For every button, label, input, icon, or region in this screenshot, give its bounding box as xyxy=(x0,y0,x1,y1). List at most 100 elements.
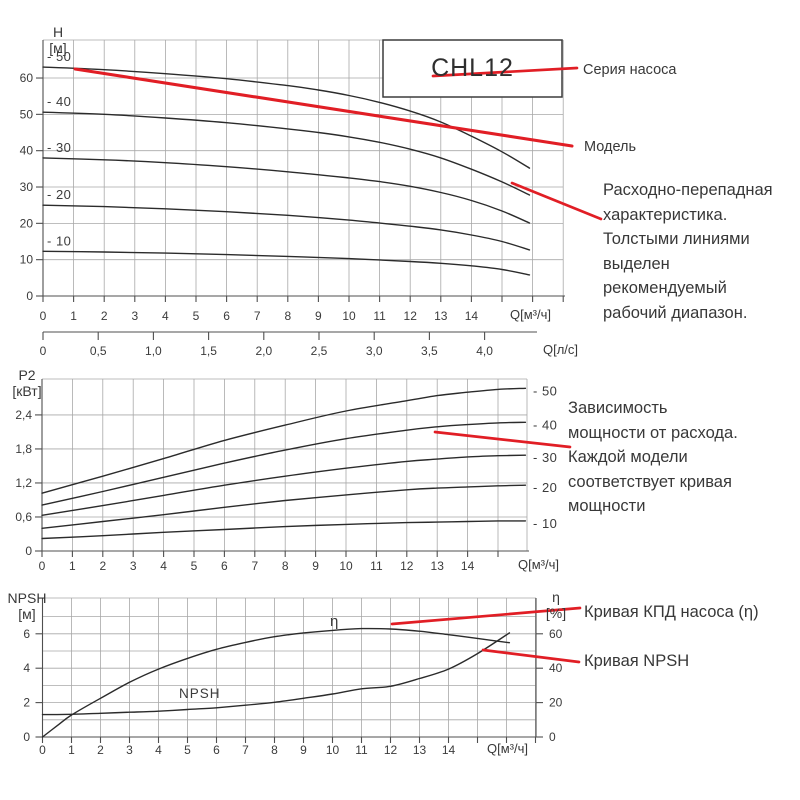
hq-axis-title: H [м] xyxy=(40,24,76,56)
svg-text:11: 11 xyxy=(355,743,368,757)
svg-text:60: 60 xyxy=(20,71,34,85)
curve--30 xyxy=(41,454,527,516)
svg-text:3,5: 3,5 xyxy=(421,344,438,358)
curve--10 xyxy=(42,250,531,276)
series-annotation: Серия насоса xyxy=(583,62,677,78)
svg-text:2: 2 xyxy=(97,743,104,757)
power-ylabel: P2 xyxy=(18,367,36,383)
svg-text:10: 10 xyxy=(342,309,356,323)
svg-text:1: 1 xyxy=(68,743,75,757)
efficiency-annotation: Кривая КПД насоса (η) xyxy=(584,603,759,621)
pump-series-box-label: CHL12 xyxy=(431,54,514,82)
svg-text:9: 9 xyxy=(315,309,322,323)
svg-text:20: 20 xyxy=(549,696,563,710)
svg-text:14: 14 xyxy=(465,309,479,323)
npsh-curve-label: NPSH xyxy=(179,686,221,701)
svg-text:3: 3 xyxy=(126,743,133,757)
npsh-annotation: Кривая NPSH xyxy=(584,652,690,670)
svg-text:14: 14 xyxy=(461,559,475,573)
svg-text:13: 13 xyxy=(434,309,448,323)
svg-text:10: 10 xyxy=(20,253,34,267)
svg-text:12: 12 xyxy=(404,309,418,323)
svg-text:2,0: 2,0 xyxy=(255,344,272,358)
curve-label--20: - 20 xyxy=(533,480,557,495)
svg-text:1,5: 1,5 xyxy=(200,344,217,358)
curve--30 xyxy=(42,157,531,224)
npsh-ylabel: NPSH xyxy=(7,590,47,606)
hq-ylabel: H xyxy=(52,24,64,40)
svg-text:0: 0 xyxy=(25,544,32,558)
curve--20 xyxy=(42,204,531,251)
svg-text:0: 0 xyxy=(40,344,47,358)
curve-label--30: - 30 xyxy=(47,140,71,155)
svg-text:4,0: 4,0 xyxy=(476,344,493,358)
svg-text:0: 0 xyxy=(549,730,556,744)
svg-text:30: 30 xyxy=(20,180,34,194)
svg-text:40: 40 xyxy=(549,661,563,675)
svg-text:10: 10 xyxy=(339,559,353,573)
svg-text:1,8: 1,8 xyxy=(15,442,32,456)
svg-text:7: 7 xyxy=(254,309,261,323)
svg-text:2: 2 xyxy=(23,696,30,710)
flow-annotation: Расходно-перепадная характеристика. Толс… xyxy=(603,181,773,322)
svg-text:11: 11 xyxy=(373,309,386,323)
svg-text:4: 4 xyxy=(23,661,30,675)
svg-text:13: 13 xyxy=(413,743,427,757)
eta-curve-label: η xyxy=(330,613,338,630)
hq-xlabel: Q[м³/ч] xyxy=(510,307,551,322)
power-flow-x-tick-labels: 0 1 2 3 4 5 6 7 8 9 10 11 12 13 14 xyxy=(39,559,475,573)
svg-text:4: 4 xyxy=(155,743,162,757)
npsh-efficiency-y-tick-labels: 0 2 4 6 xyxy=(23,627,30,744)
svg-text:0,6: 0,6 xyxy=(15,510,32,524)
eff-pointer xyxy=(390,606,582,626)
head-flow-x-tick-labels: 0 1 2 3 4 5 6 7 8 9 10 11 12 13 14 xyxy=(40,309,479,323)
npsh-pointer xyxy=(481,648,581,664)
svg-text:7: 7 xyxy=(251,559,258,573)
curve-label--40: - 40 xyxy=(533,417,557,432)
svg-text:3: 3 xyxy=(130,559,137,573)
svg-text:1,0: 1,0 xyxy=(145,344,162,358)
svg-text:11: 11 xyxy=(370,559,383,573)
svg-text:40: 40 xyxy=(20,144,34,158)
svg-text:1: 1 xyxy=(70,309,77,323)
model-annotation: Модель xyxy=(584,139,637,155)
svg-text:3,0: 3,0 xyxy=(366,344,383,358)
curve-label--40: - 40 xyxy=(47,94,71,109)
secondary-lps-axis: 0 0,5 1,0 1,5 2,0 2,5 3,0 3,5 4,0 xyxy=(40,331,537,358)
curve-NPSH xyxy=(41,632,511,716)
power-annotation: Зависимость мощности от расхода. Каждой … xyxy=(568,399,738,515)
svg-text:6: 6 xyxy=(221,559,228,573)
npsh-yunit: [м] xyxy=(18,606,36,622)
head-flow-y-tick-labels: 0 10 20 30 40 50 60 xyxy=(20,71,34,303)
power-xlabel: Q[м³/ч] xyxy=(518,557,559,572)
npsh-efficiency-y2-tick-labels: 0 20 40 60 xyxy=(549,627,563,744)
svg-text:2,4: 2,4 xyxy=(15,408,32,422)
curve-label--50: - 50 xyxy=(47,49,71,64)
npsh-efficiency-x-tick-labels: 0 1 2 3 4 5 6 7 8 9 10 11 12 13 14 xyxy=(39,743,455,757)
svg-text:60: 60 xyxy=(549,627,563,641)
curve-label--20: - 20 xyxy=(47,187,71,202)
svg-text:2,5: 2,5 xyxy=(311,344,328,358)
curve-label--10: - 10 xyxy=(47,233,71,248)
curve--50 xyxy=(42,66,531,169)
flow-pointer xyxy=(510,181,603,221)
power-flow-y-tick-labels: 0 0,6 1,2 1,8 2,4 xyxy=(15,408,32,558)
svg-text:50: 50 xyxy=(20,107,34,121)
svg-text:6: 6 xyxy=(223,309,230,323)
svg-text:5: 5 xyxy=(191,559,198,573)
svg-text:7: 7 xyxy=(242,743,249,757)
curve--20 xyxy=(41,484,527,529)
svg-text:5: 5 xyxy=(193,309,200,323)
svg-text:0: 0 xyxy=(26,289,33,303)
curve-label--50: - 50 xyxy=(533,383,557,398)
hq-yunit: [м] xyxy=(49,40,67,56)
npsh-axis-title: NPSH [м] xyxy=(2,590,52,622)
svg-text:20: 20 xyxy=(20,216,34,230)
eta-ylabel: η xyxy=(552,589,560,605)
curve-label--30: - 30 xyxy=(533,450,557,465)
eta-axis-title: η [%] xyxy=(540,589,572,621)
svg-text:4: 4 xyxy=(162,309,169,323)
svg-text:6: 6 xyxy=(213,743,220,757)
svg-text:2: 2 xyxy=(101,309,108,323)
